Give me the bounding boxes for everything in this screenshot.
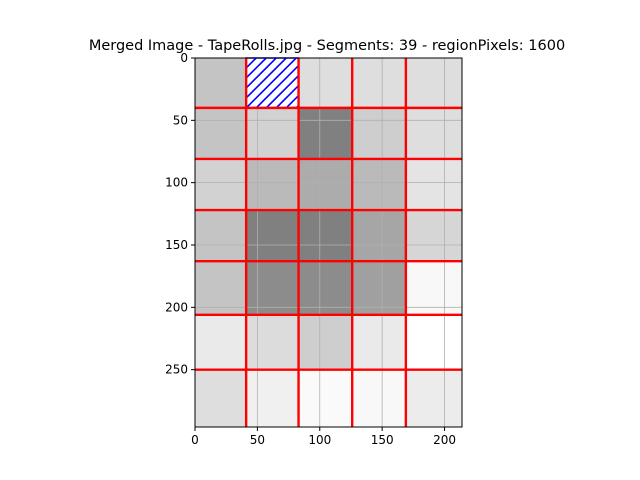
image-cells [195,58,462,427]
y-tick-label: 250 [165,363,188,377]
image-cell [352,107,406,159]
image-cell [246,261,299,315]
image-cell [405,210,462,262]
image-cell [298,210,353,262]
image-cell [195,107,247,159]
image-cell [298,107,353,159]
hatch-line [246,58,287,100]
y-tick-label: 150 [165,238,188,252]
image-cell [195,58,247,108]
plot-area [194,57,463,428]
image-cell [246,369,299,427]
image-cell [352,158,406,211]
y-axis: 0 50 100 150 200 250 [165,51,195,377]
image-cell [352,58,406,108]
image-cell [298,158,353,211]
hatch-line [246,58,277,90]
image-cell [352,210,406,262]
hatch-line [246,58,297,108]
image-cell [195,314,247,370]
y-tick-label: 100 [165,176,188,190]
hatch-line [285,94,299,108]
y-tick-label: 0 [180,51,188,65]
image-cell [298,261,353,315]
hatch-line [275,84,299,108]
image-cell [246,107,299,159]
image-cell [298,314,353,370]
y-tick-label: 50 [173,113,188,127]
image-cell [405,314,462,370]
image-cell [195,369,247,427]
image-cell [405,369,462,427]
image-cell [195,158,247,211]
axes-frame [194,57,463,428]
x-tick-label: 150 [371,433,394,447]
image-cell [298,369,353,427]
hatch-line [246,58,267,80]
image-cell [352,314,406,370]
image-cell [246,158,299,211]
image-cell [246,210,299,262]
x-tick-label: 200 [433,433,456,447]
image-cell [195,261,247,315]
segment-boundaries [195,58,462,427]
image-cell [246,314,299,370]
image-cell [405,58,462,108]
image-cell [405,261,462,315]
chart-title: Merged Image - TapeRolls.jpg - Segments:… [89,38,565,54]
image-cell [298,58,353,108]
image-cell [352,369,406,427]
x-tick-label: 0 [191,433,199,447]
hatch-line [265,74,299,108]
x-tick-label: 100 [308,433,331,447]
hatch-line [246,58,257,70]
y-tick-label: 200 [165,300,188,314]
x-tick-label: 50 [250,433,265,447]
image-cell [405,107,462,159]
image-cell [352,261,406,315]
image-cell [195,210,247,262]
x-axis: 0 50 100 150 200 [191,427,456,447]
image-cell [405,158,462,211]
